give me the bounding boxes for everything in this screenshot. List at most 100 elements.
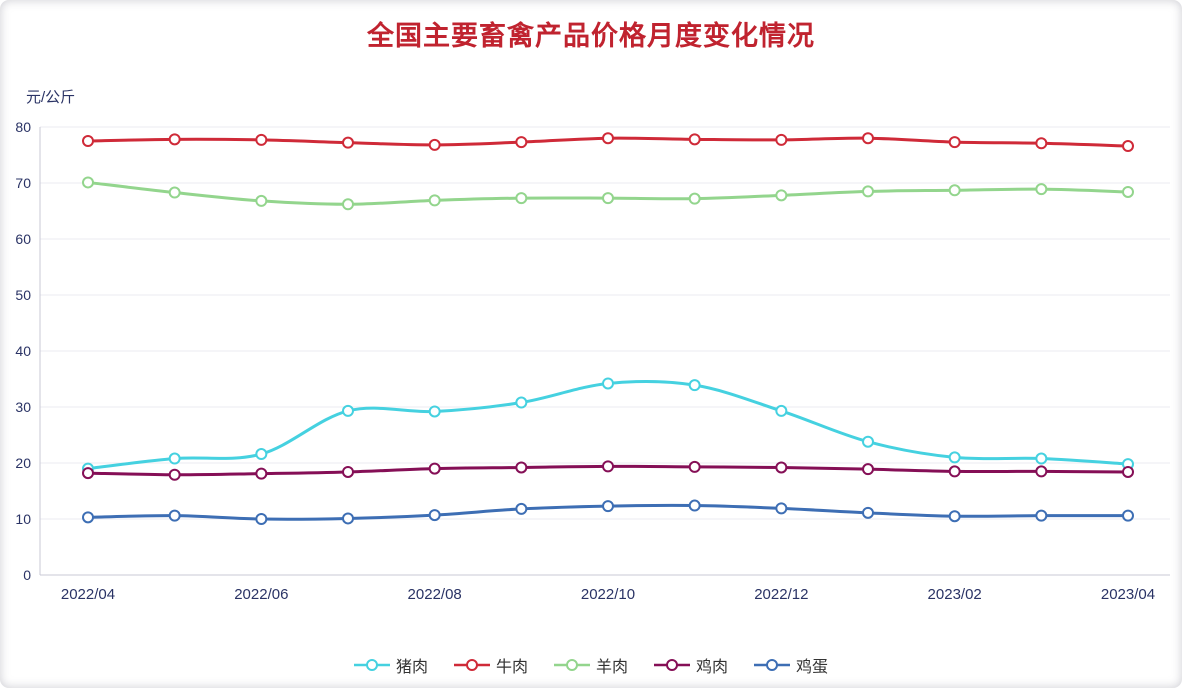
x-tick-label: 2022/06: [234, 586, 288, 603]
data-point-beef: [168, 133, 181, 146]
x-tick-label: 2023/04: [1101, 586, 1155, 603]
data-point-chicken: [255, 467, 268, 480]
data-point-mutton: [255, 194, 268, 207]
data-point-beef: [255, 133, 268, 146]
data-point-chicken: [602, 460, 614, 473]
legend-item-beef[interactable]: 牛肉: [453, 653, 528, 677]
data-point-mutton: [515, 192, 528, 205]
data-point-pork: [862, 435, 874, 448]
data-point-beef: [862, 132, 874, 145]
data-point-chicken: [1035, 465, 1048, 478]
y-axis-unit-label: 元/公斤: [26, 89, 76, 106]
data-point-mutton: [688, 192, 701, 205]
x-tick-label: 2022/10: [581, 586, 635, 603]
data-point-pork: [168, 452, 181, 465]
y-tick-label: 60: [15, 231, 31, 247]
data-point-egg: [602, 500, 614, 513]
legend-marker-icon: [754, 659, 791, 671]
y-tick-label: 70: [15, 175, 31, 191]
data-point-pork: [515, 396, 528, 409]
legend-item-pork[interactable]: 猪肉: [353, 653, 428, 677]
data-point-mutton: [82, 176, 94, 189]
data-point-beef: [82, 135, 94, 147]
legend-label: 牛肉: [495, 659, 528, 676]
data-point-chicken: [1122, 465, 1134, 478]
data-point-mutton: [862, 185, 874, 198]
x-tick-label: 2023/02: [928, 586, 982, 603]
data-point-chicken: [775, 461, 788, 474]
data-point-mutton: [602, 192, 614, 205]
data-point-mutton: [428, 194, 441, 207]
legend-label: 鸡蛋: [796, 659, 829, 676]
x-tick-label: 2022/08: [408, 586, 462, 603]
data-point-pork: [775, 404, 788, 417]
data-point-egg: [775, 502, 788, 515]
data-point-chicken: [948, 465, 961, 478]
data-point-pork: [428, 405, 441, 418]
data-point-chicken: [428, 462, 441, 475]
y-tick-label: 20: [15, 455, 31, 471]
data-point-beef: [775, 133, 788, 146]
data-point-egg: [515, 502, 528, 515]
line-chart: 0 10 20 30 40 50 60 70 80 2022/04 2022/06 2022/08 20…: [15, 119, 1170, 603]
y-tick-label: 0: [23, 567, 31, 583]
y-tick-label: 30: [15, 399, 31, 415]
data-point-egg: [948, 510, 961, 523]
y-tick-label: 80: [15, 119, 31, 135]
legend-marker-icon: [453, 659, 490, 671]
data-point-chicken: [342, 465, 354, 478]
data-point-beef: [688, 133, 701, 146]
data-point-chicken: [82, 467, 94, 480]
data-point-egg: [428, 509, 441, 522]
data-point-chicken: [168, 468, 181, 481]
data-point-chicken: [862, 463, 874, 476]
data-point-pork: [948, 451, 961, 464]
legend-item-egg[interactable]: 鸡蛋: [754, 653, 828, 677]
data-point-mutton: [1122, 185, 1134, 198]
data-point-egg: [168, 509, 181, 522]
chart-legend: 猪肉 牛肉 羊肉 鸡肉 鸡蛋: [0, 653, 1182, 677]
data-point-chicken: [515, 461, 528, 474]
y-tick-label: 10: [15, 511, 31, 527]
legend-marker-icon: [553, 659, 590, 671]
data-point-egg: [255, 513, 268, 525]
data-point-pork: [1035, 452, 1048, 465]
legend-item-mutton[interactable]: 羊肉: [553, 653, 628, 677]
chart-title: 全国主要畜禽产品价格月度变化情况: [367, 21, 815, 51]
x-tick-label: 2022/12: [754, 586, 808, 603]
data-point-mutton: [168, 186, 181, 199]
y-tick-label: 50: [15, 287, 31, 303]
data-point-pork: [602, 377, 614, 390]
data-point-egg: [342, 512, 354, 525]
legend-label: 鸡肉: [696, 659, 729, 676]
y-tick-label: 40: [15, 343, 31, 359]
data-point-mutton: [775, 189, 788, 202]
data-point-beef: [1035, 137, 1048, 150]
data-point-mutton: [342, 198, 354, 211]
data-point-mutton: [948, 184, 961, 197]
data-point-beef: [948, 136, 961, 149]
data-point-beef: [342, 136, 354, 149]
data-point-egg: [1122, 509, 1134, 522]
data-point-pork: [688, 379, 701, 392]
data-point-beef: [515, 136, 528, 149]
data-point-pork: [255, 448, 268, 461]
x-tick-label: 2022/04: [61, 586, 115, 603]
legend-item-chicken[interactable]: 鸡肉: [654, 653, 728, 677]
data-point-beef: [428, 138, 441, 151]
data-point-beef: [1122, 140, 1134, 153]
legend-label: 猪肉: [395, 659, 428, 676]
data-point-egg: [688, 499, 701, 512]
data-point-mutton: [1035, 183, 1048, 196]
data-point-egg: [1035, 509, 1048, 522]
data-point-chicken: [688, 460, 701, 473]
data-point-beef: [602, 132, 614, 145]
legend-marker-icon: [353, 659, 390, 671]
legend-label: 羊肉: [595, 659, 628, 676]
data-point-egg: [82, 511, 94, 524]
data-point-egg: [862, 506, 874, 519]
legend-marker-icon: [654, 659, 690, 671]
data-point-pork: [342, 404, 354, 417]
series-line-pork: [86, 380, 1130, 471]
